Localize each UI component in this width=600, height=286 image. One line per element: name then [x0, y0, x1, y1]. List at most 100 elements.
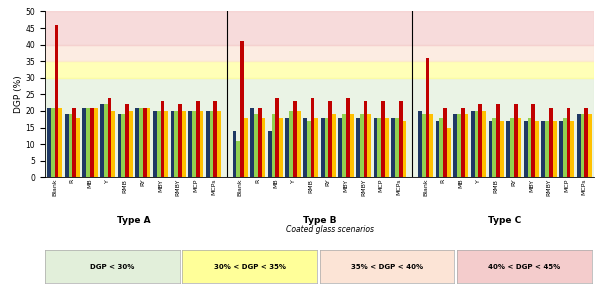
Bar: [196, 101, 200, 177]
Bar: [286, 118, 289, 177]
Bar: [164, 111, 168, 177]
Bar: [45, 45, 594, 61]
Bar: [332, 114, 336, 177]
Bar: [209, 111, 214, 177]
Bar: [553, 121, 557, 177]
Bar: [321, 118, 325, 177]
Bar: [447, 128, 451, 177]
Bar: [535, 121, 539, 177]
Bar: [182, 111, 186, 177]
Bar: [279, 118, 283, 177]
Bar: [45, 11, 594, 45]
Bar: [244, 118, 248, 177]
Bar: [268, 131, 272, 177]
Bar: [258, 108, 262, 177]
Bar: [566, 108, 571, 177]
Bar: [90, 108, 94, 177]
Bar: [311, 98, 314, 177]
Bar: [170, 111, 175, 177]
Bar: [314, 118, 318, 177]
Text: 30% < DGP < 35%: 30% < DGP < 35%: [214, 264, 286, 270]
Bar: [581, 114, 584, 177]
Bar: [457, 114, 461, 177]
Bar: [65, 114, 68, 177]
Bar: [112, 111, 115, 177]
Text: DGP < 30%: DGP < 30%: [90, 264, 134, 270]
Bar: [478, 104, 482, 177]
Bar: [395, 118, 399, 177]
Bar: [293, 101, 297, 177]
Bar: [403, 121, 406, 177]
Bar: [45, 61, 594, 78]
Bar: [178, 104, 182, 177]
Bar: [100, 104, 104, 177]
Bar: [471, 111, 475, 177]
Bar: [360, 114, 364, 177]
Bar: [381, 101, 385, 177]
Bar: [374, 118, 377, 177]
Bar: [500, 121, 503, 177]
Bar: [153, 111, 157, 177]
Bar: [571, 121, 574, 177]
Bar: [55, 25, 58, 177]
Bar: [161, 101, 164, 177]
Bar: [136, 108, 139, 177]
Bar: [510, 118, 514, 177]
Bar: [45, 78, 594, 177]
Bar: [482, 111, 486, 177]
Bar: [506, 121, 510, 177]
Y-axis label: DGP (%): DGP (%): [14, 76, 23, 113]
Bar: [236, 141, 240, 177]
Bar: [188, 111, 192, 177]
Bar: [350, 114, 353, 177]
Bar: [307, 121, 311, 177]
Bar: [518, 118, 521, 177]
Text: 40% < DGP < 45%: 40% < DGP < 45%: [488, 264, 560, 270]
Bar: [68, 114, 73, 177]
Bar: [436, 121, 439, 177]
Bar: [577, 114, 581, 177]
Bar: [146, 108, 151, 177]
Text: Type A: Type A: [117, 216, 151, 225]
Bar: [76, 118, 80, 177]
Bar: [206, 111, 209, 177]
Bar: [250, 108, 254, 177]
Text: Type B: Type B: [303, 216, 336, 225]
Bar: [549, 108, 553, 177]
Bar: [73, 108, 76, 177]
Bar: [563, 118, 566, 177]
Bar: [559, 121, 563, 177]
Bar: [588, 114, 592, 177]
Bar: [200, 111, 203, 177]
Bar: [425, 58, 430, 177]
Bar: [254, 114, 258, 177]
Bar: [443, 108, 447, 177]
Bar: [364, 101, 367, 177]
Bar: [129, 111, 133, 177]
Bar: [367, 114, 371, 177]
Bar: [399, 101, 403, 177]
Bar: [338, 118, 342, 177]
Bar: [524, 121, 527, 177]
Bar: [325, 118, 328, 177]
Bar: [464, 114, 469, 177]
Text: Coated glass scenarios: Coated glass scenarios: [286, 225, 374, 233]
Bar: [346, 98, 350, 177]
Bar: [545, 121, 549, 177]
Bar: [453, 114, 457, 177]
Bar: [272, 114, 275, 177]
Bar: [121, 114, 125, 177]
Bar: [422, 114, 425, 177]
Text: Type C: Type C: [488, 216, 521, 225]
Bar: [430, 114, 433, 177]
Bar: [527, 118, 532, 177]
Bar: [461, 108, 464, 177]
Bar: [418, 111, 422, 177]
Bar: [139, 108, 143, 177]
Bar: [439, 118, 443, 177]
Bar: [377, 118, 381, 177]
Bar: [214, 101, 217, 177]
Bar: [51, 108, 55, 177]
Text: 35% < DGP < 40%: 35% < DGP < 40%: [351, 264, 423, 270]
Bar: [289, 111, 293, 177]
